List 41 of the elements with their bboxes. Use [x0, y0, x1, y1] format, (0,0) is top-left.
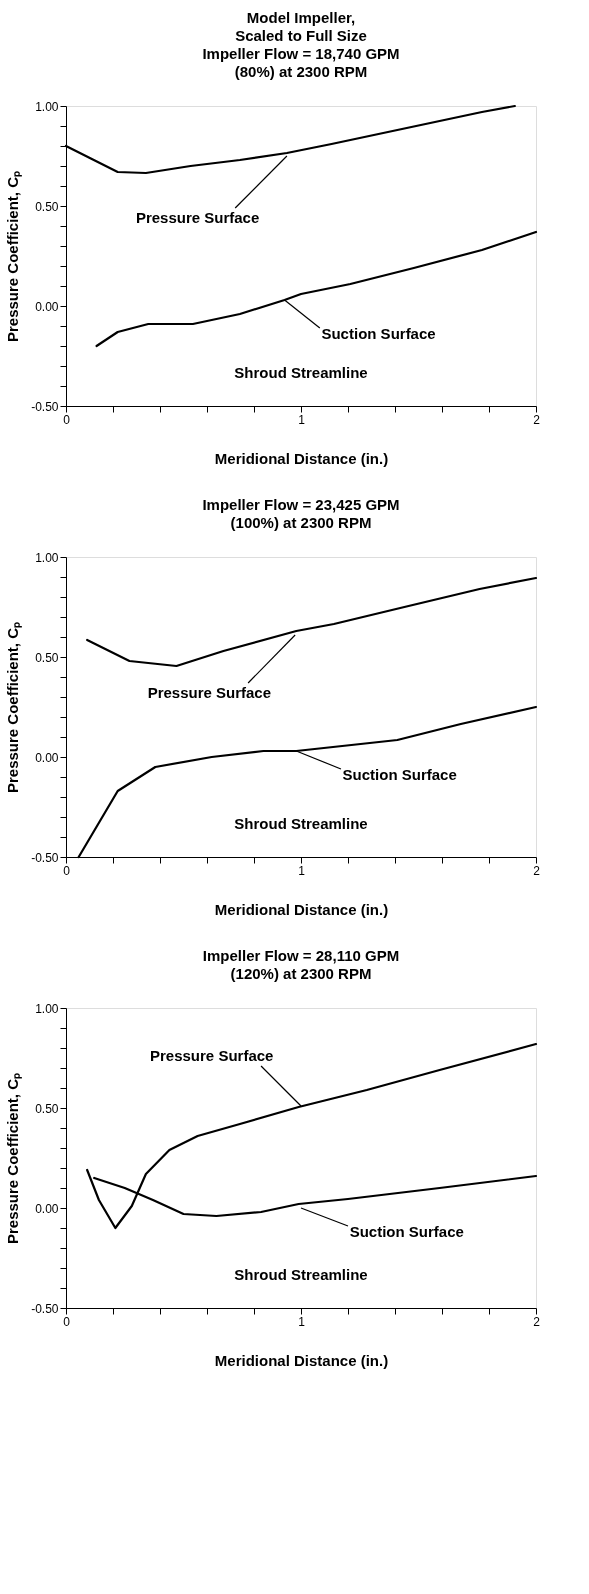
annotation: Shroud Streamline: [234, 364, 368, 381]
y-axis-title: Pressure Coefficient, Cₚ: [4, 621, 23, 794]
x-tick-label: 2: [533, 1314, 541, 1329]
annotation: Shroud Streamline: [234, 1266, 368, 1283]
x-tick-label: 2: [533, 412, 541, 427]
annotation: Suction Surface: [349, 1223, 464, 1240]
y-tick-label: 0.50: [35, 650, 59, 665]
y-tick-label: 0.00: [35, 1201, 59, 1216]
y-axis-title: Pressure Coefficient, Cₚ: [4, 170, 23, 343]
y-tick-label: 0.50: [35, 199, 59, 214]
chart-title: Impeller Flow = 23,425 GPM (100%) at 2300 RPM: [202, 496, 400, 531]
y-axis-title: Pressure Coefficient, Cₚ: [4, 1072, 23, 1245]
x-axis-title: Meridional Distance (in.): [214, 1351, 389, 1369]
y-tick-label: 0.50: [35, 1101, 59, 1116]
x-tick-label: 0: [63, 412, 71, 427]
annotation: Pressure Surface: [150, 1047, 274, 1064]
annotation: Shroud Streamline: [234, 815, 368, 832]
line-series: [95, 230, 538, 348]
y-tick-label: 0.00: [35, 299, 59, 314]
x-tick-label: 1: [298, 412, 306, 427]
y-tick-label: -0.50: [31, 1301, 59, 1316]
y-tick-label: 0.00: [35, 750, 59, 765]
x-tick-label: 2: [533, 863, 541, 878]
y-tick-label: -0.50: [31, 399, 59, 414]
x-axis-title: Meridional Distance (in.): [214, 900, 389, 918]
x-tick-label: 0: [63, 1314, 71, 1329]
y-tick-label: 1.00: [35, 99, 59, 114]
x-tick-label: 0: [63, 863, 71, 878]
x-tick-label: 1: [298, 863, 306, 878]
y-tick-label: -0.50: [31, 850, 59, 865]
y-tick-label: 1.00: [35, 1001, 59, 1016]
annotation: Pressure Surface: [135, 209, 260, 226]
line-series: [86, 576, 538, 668]
y-tick-label: 1.00: [35, 550, 59, 565]
annotation: Suction Surface: [321, 325, 436, 342]
chart-title: Impeller Flow = 28,110 GPM (120%) at 2300 RPM: [202, 947, 400, 982]
x-axis-title: Meridional Distance (in.): [214, 449, 389, 467]
x-tick-label: 1: [298, 1314, 306, 1329]
annotation: Suction Surface: [342, 766, 457, 783]
chart-title: Model Impeller, Scaled to Full Size Impeller Flow = 18,740 GPM (80%) at 2300 RPM: [202, 9, 400, 80]
annotation: Pressure Surface: [147, 684, 272, 701]
